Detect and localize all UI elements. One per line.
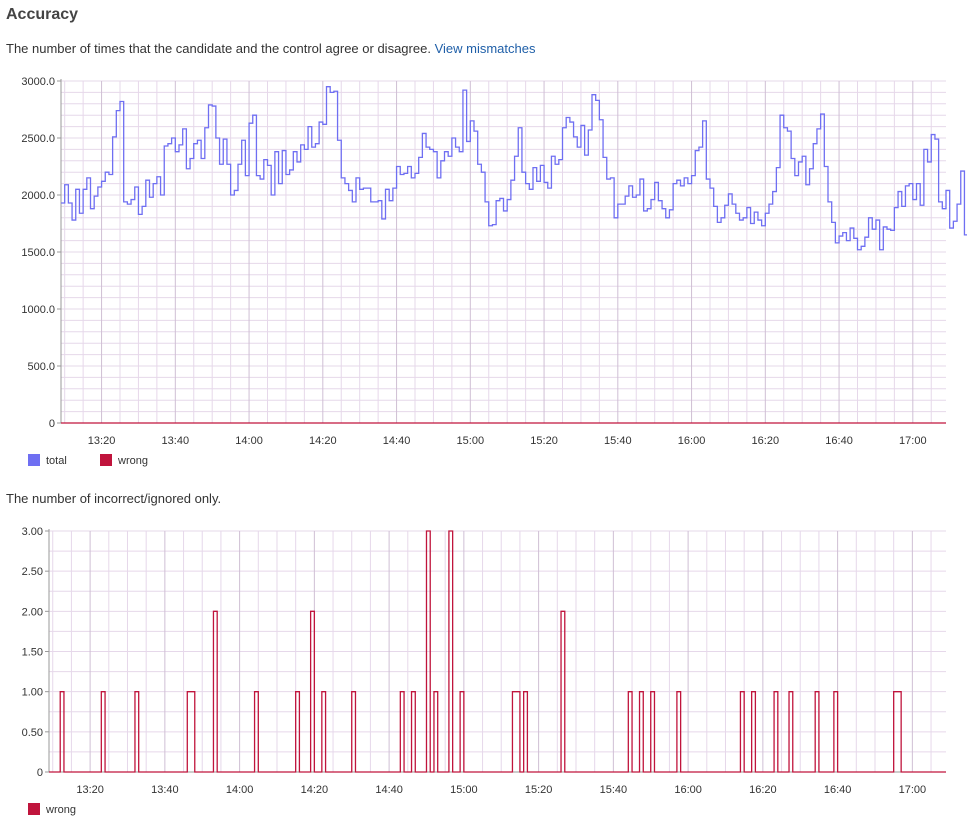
x-tick-label: 14:00 (235, 435, 263, 447)
x-tick-label: 15:20 (525, 784, 553, 796)
incorrect-description: The number of incorrect/ignored only. (6, 491, 222, 506)
x-tick-label: 16:00 (674, 784, 702, 796)
legend-swatch-total (28, 454, 40, 466)
y-tick-label: 1500.0 (21, 247, 55, 259)
y-tick-label: 3000.0 (21, 76, 55, 88)
x-tick-label: 13:20 (76, 784, 104, 796)
x-tick-label: 16:00 (678, 435, 706, 447)
y-tick-label: 1.50 (22, 647, 43, 659)
legend-label-total: total (46, 455, 67, 467)
y-tick-label: 0.50 (22, 727, 43, 739)
x-tick-label: 17:00 (899, 784, 927, 796)
grid (49, 530, 946, 773)
x-tick-label: 14:40 (383, 435, 411, 447)
grid (61, 80, 946, 424)
legend-swatch-wrong (28, 803, 40, 815)
x-tick-label: 14:40 (375, 784, 403, 796)
x-tick-label: 16:40 (825, 435, 853, 447)
incorrect-chart: 0 0.50 1.00 1.50 2.00 2.50 3.00 13:20 13:40 14:00… (22, 526, 946, 816)
series-wrong-line (49, 530, 946, 773)
y-tick-label: 2.00 (22, 606, 43, 618)
x-tick-label: 15:20 (530, 435, 558, 447)
x-tick-label: 16:20 (749, 784, 777, 796)
x-tick-label: 14:00 (226, 784, 254, 796)
x-tick-label: 13:20 (88, 435, 116, 447)
x-tick-label: 15:40 (600, 784, 628, 796)
y-tick-label: 0 (49, 418, 55, 430)
x-tick-label: 14:20 (309, 435, 337, 447)
x-tick-label: 13:40 (151, 784, 179, 796)
y-tick-label: 2000.0 (21, 190, 55, 202)
x-tick-label: 14:20 (301, 784, 329, 796)
x-tick-label: 15:00 (450, 784, 478, 796)
accuracy-chart: 0 500.0 1000.0 1500.0 2000.0 2500.0 3000.0 13:2… (21, 76, 967, 467)
y-tick-label: 1000.0 (21, 304, 55, 316)
accuracy-description-text: The number of times that the candidate a… (6, 41, 431, 56)
legend-label-wrong: wrong (117, 455, 148, 467)
x-tick-label: 15:00 (457, 435, 485, 447)
y-tick-label: 0 (37, 767, 43, 779)
page-title: Accuracy (6, 6, 79, 23)
x-tick-label: 16:20 (752, 435, 780, 447)
legend-label-wrong: wrong (45, 804, 76, 816)
y-tick-label: 500.0 (27, 361, 55, 373)
x-tick-label: 15:40 (604, 435, 632, 447)
y-tick-label: 2500.0 (21, 133, 55, 145)
view-mismatches-link[interactable]: View mismatches (434, 41, 536, 56)
y-tick-label: 1.00 (22, 687, 43, 699)
x-tick-label: 17:00 (899, 435, 927, 447)
x-tick-label: 16:40 (824, 784, 852, 796)
y-tick-label: 2.50 (22, 566, 43, 578)
accuracy-description: The number of times that the candidate a… (6, 41, 535, 56)
y-tick-label: 3.00 (22, 526, 43, 538)
series-total-line (61, 86, 967, 251)
legend-swatch-wrong (100, 454, 112, 466)
x-tick-label: 13:40 (162, 435, 190, 447)
